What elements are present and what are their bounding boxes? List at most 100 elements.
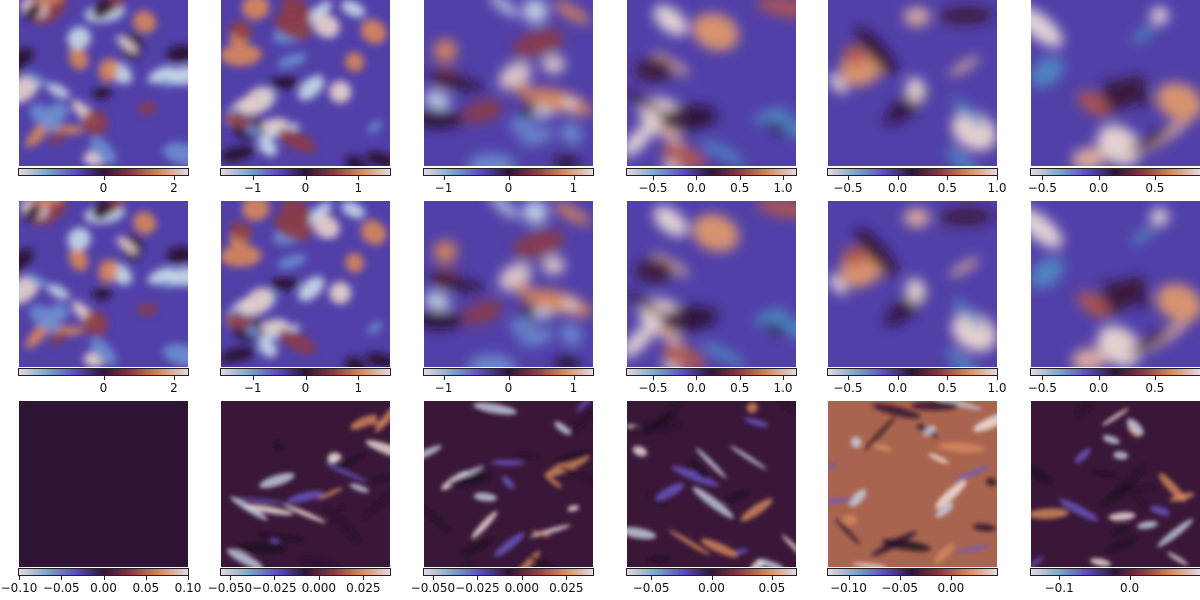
vortex-blob <box>553 1 591 24</box>
vortex-blob <box>89 337 117 366</box>
colorbar-r2-c3 <box>423 368 594 376</box>
vortex-blob <box>733 548 748 555</box>
colorbar-tick <box>358 376 360 380</box>
vortex-blob <box>655 482 685 501</box>
vortex-blob <box>147 267 174 285</box>
vortex-blob <box>828 274 848 296</box>
vortex-blob <box>313 14 340 38</box>
vortex-blob <box>424 90 451 110</box>
vortex-blob <box>951 111 997 151</box>
colorbar-r1-c4 <box>626 168 797 176</box>
vortex-blob <box>634 258 674 284</box>
vortex-blob <box>365 151 390 166</box>
colorbar-tick-label: 0.5 <box>937 181 957 195</box>
vortex-blob <box>489 201 519 219</box>
colorbar-tick-label: −0.05 <box>42 581 80 595</box>
colorbar-tick-label: 0.0 <box>1120 581 1140 595</box>
vortex-blob <box>92 201 113 220</box>
vortex-blob <box>935 502 954 518</box>
colorbar-tick-label: −0.10 <box>830 581 867 595</box>
vortex-blob <box>692 13 739 51</box>
vortex-blob <box>448 473 492 487</box>
vortex-blob <box>270 277 299 291</box>
colorbar-tick <box>651 576 653 580</box>
vortex-blob <box>933 543 955 564</box>
colorbar-tick-label: 0.5 <box>730 381 750 395</box>
colorbar-r2-c5 <box>827 368 998 376</box>
vortex-blob <box>324 506 361 544</box>
vortex-blob <box>1031 207 1063 249</box>
vortex-blob <box>1128 330 1169 355</box>
vortex-blob <box>67 227 91 251</box>
vortex-blob <box>327 452 342 462</box>
colorbar-tick <box>1042 176 1044 180</box>
vortex-blob <box>1058 498 1099 522</box>
vortex-blob <box>68 247 89 271</box>
colorbar-tick <box>1154 176 1156 180</box>
vortex-blob <box>946 147 981 166</box>
vortex-blob <box>905 278 926 304</box>
vortex-blob <box>911 401 959 411</box>
vortex-blob <box>949 56 980 77</box>
vortex-blob <box>946 348 981 367</box>
vortex-blob <box>762 320 789 336</box>
vortex-blob <box>689 460 708 479</box>
vortex-blob <box>116 35 138 54</box>
colorbar-tick-label: 1 <box>354 381 363 395</box>
colorbar-tick-label: 1 <box>569 181 578 195</box>
vortex-blob <box>67 26 91 50</box>
vortex-blob <box>542 255 565 275</box>
colorbar-tick <box>739 176 741 180</box>
colorbar-tick <box>252 176 254 180</box>
colorbar-tick-label: 0.0 <box>686 181 706 195</box>
colorbar-r3-c1 <box>18 568 189 576</box>
vortex-blob <box>1071 348 1106 367</box>
vortex-blob <box>46 83 70 99</box>
colorbar-tick-label: −1 <box>243 381 262 395</box>
vortex-blob <box>749 559 764 567</box>
colorbar-tick <box>173 376 175 380</box>
colorbar-tick <box>566 576 568 580</box>
vortex-blob <box>424 291 451 311</box>
vortex-blob <box>433 39 458 63</box>
colorbar-tick <box>103 176 105 180</box>
vortex-blob <box>634 57 674 83</box>
colorbar-tick <box>573 376 575 380</box>
field-panel-r2-c3 <box>424 201 593 367</box>
vortex-blob <box>277 128 317 153</box>
vortex-blob <box>1090 471 1117 477</box>
vortex-blob <box>1113 451 1129 460</box>
colorbar-tick <box>1098 376 1100 380</box>
vortex-blob <box>489 0 519 18</box>
vortex-blob <box>241 0 270 20</box>
vortex-blob <box>243 287 273 316</box>
colorbar-tick-label: 0.5 <box>1145 381 1165 395</box>
vortex-blob <box>462 300 503 325</box>
vortex-blob <box>973 412 997 432</box>
vortex-blob <box>518 127 555 146</box>
field-panel-r2-c6 <box>1031 201 1200 367</box>
colorbar-tick <box>443 376 445 380</box>
vortex-blob <box>531 530 551 538</box>
vortex-blob <box>350 414 378 430</box>
vortex-blob <box>260 118 288 132</box>
vortex-blob <box>426 72 485 92</box>
vortex-blob <box>344 155 367 166</box>
vortex-blob <box>756 0 796 18</box>
colorbar-tick-label: 0.025 <box>549 581 584 595</box>
vortex-blob <box>467 354 516 367</box>
colorbar-tick-label: 0.05 <box>758 581 786 595</box>
vortex-blob <box>298 276 325 302</box>
vortex-blob <box>374 401 390 433</box>
vortex-blob <box>286 490 324 504</box>
vortex-blob <box>426 273 485 293</box>
colorbar-tick-label: 1.0 <box>987 181 1007 195</box>
vortex-blob <box>1097 124 1142 166</box>
colorbar-tick-label: 0 <box>99 181 108 195</box>
vortex-blob <box>835 518 860 545</box>
colorbar-tick <box>573 176 575 180</box>
field-panel-r3-c2 <box>221 401 390 567</box>
colorbar-tick-label: −0.5 <box>833 181 863 195</box>
vortex-blob <box>454 465 484 480</box>
vortex-blob <box>1031 465 1052 483</box>
